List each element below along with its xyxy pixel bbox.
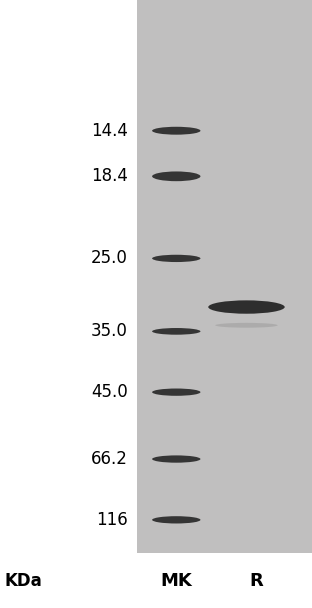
Ellipse shape (152, 171, 200, 181)
Text: 18.4: 18.4 (91, 167, 128, 185)
Ellipse shape (152, 328, 200, 334)
Ellipse shape (152, 127, 200, 135)
Text: 25.0: 25.0 (91, 249, 128, 268)
Ellipse shape (152, 255, 200, 262)
Text: 35.0: 35.0 (91, 322, 128, 340)
Text: R: R (249, 572, 263, 590)
Bar (137, 0, 312, 553)
Text: 45.0: 45.0 (91, 383, 128, 401)
Text: 66.2: 66.2 (91, 450, 128, 468)
Ellipse shape (152, 516, 200, 523)
Text: MK: MK (160, 572, 192, 590)
Text: 14.4: 14.4 (91, 122, 128, 140)
Ellipse shape (215, 323, 278, 328)
Ellipse shape (152, 389, 200, 396)
Text: KDa: KDa (5, 572, 42, 590)
Ellipse shape (152, 455, 200, 463)
Ellipse shape (208, 300, 285, 314)
Text: 116: 116 (96, 511, 128, 529)
